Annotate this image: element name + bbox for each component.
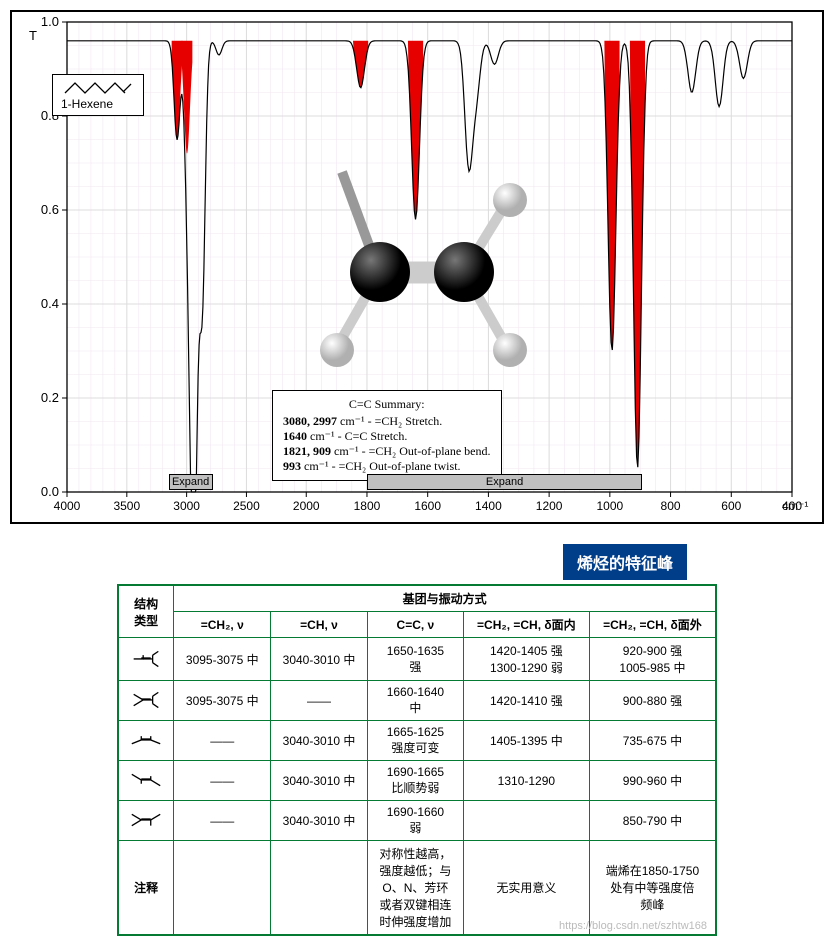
data-cell: 1420-1410 强 bbox=[463, 681, 589, 721]
summary-box: C=C Summary: 3080, 2997 cm⁻¹ - =CH₂ Stre… bbox=[272, 390, 502, 481]
data-cell: —— bbox=[174, 721, 271, 761]
row-header: 结构类型 bbox=[118, 585, 174, 638]
svg-text:1200: 1200 bbox=[536, 499, 563, 513]
summary-title: C=C Summary: bbox=[283, 397, 491, 412]
table-row: ——3040-3010 中1690-1660弱 850-790 中 bbox=[118, 801, 716, 841]
ir-spectrum-chart: 0.00.20.40.60.81.0T400035003000250020001… bbox=[10, 10, 824, 524]
svg-text:T: T bbox=[29, 28, 37, 43]
svg-text:1000: 1000 bbox=[596, 499, 623, 513]
data-cell: 900-880 强 bbox=[589, 681, 716, 721]
svg-text:0.0: 0.0 bbox=[41, 484, 59, 499]
data-cell: 990-960 中 bbox=[589, 761, 716, 801]
table-row: 3095-3075 中——1660-1640中1420-1410 强900-88… bbox=[118, 681, 716, 721]
data-cell: 3040-3010 中 bbox=[271, 721, 368, 761]
svg-text:3000: 3000 bbox=[173, 499, 200, 513]
svg-text:600: 600 bbox=[721, 499, 741, 513]
structure-cell bbox=[118, 721, 174, 761]
table-row: 3095-3075 中3040-3010 中1650-1635强1420-140… bbox=[118, 638, 716, 681]
svg-text:1400: 1400 bbox=[475, 499, 502, 513]
data-cell: 1690-1660弱 bbox=[367, 801, 463, 841]
data-cell: 3095-3075 中 bbox=[174, 638, 271, 681]
col-header: =CH, ν bbox=[271, 612, 368, 638]
svg-text:2000: 2000 bbox=[293, 499, 320, 513]
table-title: 烯烃的特征峰 bbox=[563, 544, 687, 580]
summary-line: 3080, 2997 cm⁻¹ - =CH₂ Stretch. bbox=[283, 414, 491, 429]
group-header: 基团与振动方式 bbox=[174, 585, 716, 612]
data-cell: 3095-3075 中 bbox=[174, 681, 271, 721]
table-row: ——3040-3010 中1690-1665比顺势弱1310-1290990-9… bbox=[118, 761, 716, 801]
data-cell: 1665-1625强度可变 bbox=[367, 721, 463, 761]
svg-text:3500: 3500 bbox=[113, 499, 140, 513]
table-row: ——3040-3010 中1665-1625强度可变1405-1395 中735… bbox=[118, 721, 716, 761]
svg-text:1600: 1600 bbox=[414, 499, 441, 513]
expand-button[interactable]: Expand bbox=[169, 474, 213, 490]
summary-line: 993 cm⁻¹ - =CH₂ Out-of-plane twist. bbox=[283, 459, 491, 474]
svg-text:0.4: 0.4 bbox=[41, 296, 59, 311]
structure-cell bbox=[118, 638, 174, 681]
svg-text:2500: 2500 bbox=[233, 499, 260, 513]
col-header: =CH₂, ν bbox=[174, 612, 271, 638]
data-cell: 920-900 强1005-985 中 bbox=[589, 638, 716, 681]
data-cell: —— bbox=[174, 801, 271, 841]
data-cell: —— bbox=[174, 761, 271, 801]
data-cell: 1420-1405 强1300-1290 弱 bbox=[463, 638, 589, 681]
svg-text:0.6: 0.6 bbox=[41, 202, 59, 217]
svg-text:800: 800 bbox=[661, 499, 681, 513]
svg-text:1800: 1800 bbox=[354, 499, 381, 513]
data-cell: 1650-1635强 bbox=[367, 638, 463, 681]
svg-text:1.0: 1.0 bbox=[41, 14, 59, 29]
data-cell: 735-675 中 bbox=[589, 721, 716, 761]
structure-cell bbox=[118, 681, 174, 721]
alkene-table-section: 烯烃的特征峰 结构类型基团与振动方式=CH₂, ν=CH, νC=C, ν=CH… bbox=[117, 544, 717, 932]
data-cell: 3040-3010 中 bbox=[271, 761, 368, 801]
data-cell: 850-790 中 bbox=[589, 801, 716, 841]
expand-button[interactable]: Expand bbox=[367, 474, 642, 490]
data-cell: 3040-3010 中 bbox=[271, 638, 368, 681]
data-cell: 1660-1640中 bbox=[367, 681, 463, 721]
summary-line: 1640 cm⁻¹ - C=C Stretch. bbox=[283, 429, 491, 444]
molecule-label-box: 1-Hexene bbox=[52, 74, 144, 116]
svg-text:0.2: 0.2 bbox=[41, 390, 59, 405]
molecule-name: 1-Hexene bbox=[61, 97, 113, 111]
svg-text:4000: 4000 bbox=[54, 499, 81, 513]
data-cell bbox=[463, 801, 589, 841]
data-cell: 1690-1665比顺势弱 bbox=[367, 761, 463, 801]
footer-cell: 对称性越高，强度越低；与O、N、芳环或者双键相连时伸强度增加 bbox=[367, 841, 463, 936]
summary-line: 1821, 909 cm⁻¹ - =CH₂ Out-of-plane bend. bbox=[283, 444, 491, 459]
col-header: =CH₂, =CH, δ面内 bbox=[463, 612, 589, 638]
svg-text:cm⁻¹: cm⁻¹ bbox=[782, 499, 808, 513]
col-header: =CH₂, =CH, δ面外 bbox=[589, 612, 716, 638]
data-cell: 3040-3010 中 bbox=[271, 801, 368, 841]
data-cell: 1405-1395 中 bbox=[463, 721, 589, 761]
structure-cell bbox=[118, 761, 174, 801]
structure-cell bbox=[118, 801, 174, 841]
col-header: C=C, ν bbox=[367, 612, 463, 638]
alkene-peaks-table: 结构类型基团与振动方式=CH₂, ν=CH, νC=C, ν=CH₂, =CH,… bbox=[117, 584, 717, 936]
data-cell: 1310-1290 bbox=[463, 761, 589, 801]
molecule-3d-icon bbox=[302, 152, 542, 382]
data-cell: —— bbox=[271, 681, 368, 721]
